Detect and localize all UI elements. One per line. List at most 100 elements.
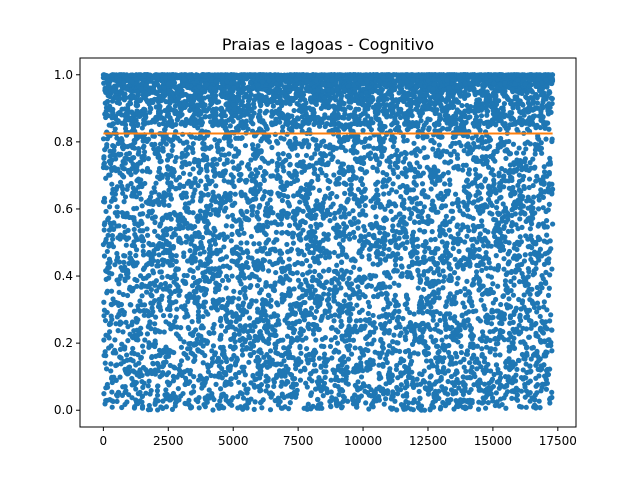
scatter-point xyxy=(252,323,258,330)
scatter-point xyxy=(269,144,275,151)
scatter-point xyxy=(514,392,520,398)
scatter-point xyxy=(265,340,272,346)
scatter-point xyxy=(184,151,190,157)
scatter-point xyxy=(195,398,201,405)
scatter-point xyxy=(531,352,537,358)
scatter-point xyxy=(428,186,434,192)
scatter-point xyxy=(181,339,187,345)
scatter-point xyxy=(360,127,366,134)
scatter-point xyxy=(384,359,390,366)
scatter-point xyxy=(509,175,515,181)
scatter-point xyxy=(238,219,244,226)
scatter-point xyxy=(465,247,471,253)
scatter-point xyxy=(522,394,528,400)
scatter-point xyxy=(547,400,553,406)
scatter-point xyxy=(514,150,520,156)
scatter-point xyxy=(365,310,371,317)
scatter-point xyxy=(334,194,340,200)
scatter-point xyxy=(447,181,453,188)
scatter-point xyxy=(479,329,486,335)
scatter-point xyxy=(473,114,480,120)
scatter-point xyxy=(229,223,235,229)
scatter-point xyxy=(367,135,373,141)
scatter-point xyxy=(363,400,369,406)
scatter-point xyxy=(391,170,397,177)
scatter-point xyxy=(499,401,505,408)
scatter-point xyxy=(362,117,368,123)
scatter-point xyxy=(362,234,368,240)
scatter-point xyxy=(519,224,525,230)
scatter-point xyxy=(279,197,286,204)
scatter-point xyxy=(101,299,107,305)
scatter-point xyxy=(531,194,537,200)
scatter-point xyxy=(320,393,326,399)
scatter-point xyxy=(104,142,110,148)
scatter-point xyxy=(178,344,185,350)
scatter-point xyxy=(478,297,484,303)
scatter-point xyxy=(352,193,358,199)
scatter-point xyxy=(329,190,335,197)
scatter-point xyxy=(409,274,415,281)
scatter-point xyxy=(292,261,298,268)
scatter-point xyxy=(183,375,189,381)
scatter-point xyxy=(353,318,360,324)
scatter-point xyxy=(280,337,286,343)
scatter-point xyxy=(138,196,144,202)
scatter-point xyxy=(223,397,229,403)
scatter-point xyxy=(205,369,212,375)
scatter-point xyxy=(399,264,405,270)
scatter-point xyxy=(476,246,482,253)
scatter-point xyxy=(101,307,108,313)
scatter-point xyxy=(386,176,392,182)
scatter-point xyxy=(166,202,172,209)
scatter-point xyxy=(140,228,146,234)
scatter-point xyxy=(466,171,472,177)
scatter-point xyxy=(101,313,107,319)
scatter-point xyxy=(411,140,417,146)
scatter-point xyxy=(287,291,293,298)
scatter-point xyxy=(265,318,271,324)
scatter-point xyxy=(214,281,220,288)
scatter-point xyxy=(123,319,129,325)
scatter-point xyxy=(120,158,126,165)
scatter-point xyxy=(113,156,119,162)
scatter-point xyxy=(280,124,286,130)
scatter-point xyxy=(173,226,179,232)
scatter-point xyxy=(457,288,463,295)
scatter-point xyxy=(436,142,442,148)
scatter-point xyxy=(536,305,542,311)
scatter-point xyxy=(336,392,342,398)
scatter-point xyxy=(432,127,438,134)
scatter-point xyxy=(355,284,361,290)
scatter-point xyxy=(501,225,507,231)
scatter-point xyxy=(454,222,461,228)
scatter-point xyxy=(390,250,396,257)
scatter-point xyxy=(280,353,286,359)
scatter-point xyxy=(101,337,107,343)
scatter-point xyxy=(172,158,178,165)
scatter-point xyxy=(341,298,347,304)
scatter-point xyxy=(471,382,477,388)
scatter-point xyxy=(513,305,519,311)
scatter-point xyxy=(413,152,419,159)
scatter-point xyxy=(169,234,175,240)
scatter-point xyxy=(399,201,406,207)
scatter-point xyxy=(475,406,482,412)
scatter-point xyxy=(300,272,306,278)
scatter-point xyxy=(135,307,141,313)
scatter-point xyxy=(397,324,403,330)
scatter-point xyxy=(459,102,465,109)
scatter-point xyxy=(295,277,302,283)
scatter-point xyxy=(488,243,494,249)
scatter-point xyxy=(134,122,141,129)
scatter-point xyxy=(290,270,296,277)
scatter-point xyxy=(380,363,386,369)
scatter-point xyxy=(481,381,488,387)
scatter-point xyxy=(214,141,220,147)
scatter-point xyxy=(155,233,161,239)
scatter-point xyxy=(430,317,436,323)
scatter-point xyxy=(426,364,432,370)
scatter-point xyxy=(516,403,523,410)
scatter-point xyxy=(390,181,396,187)
scatter-point xyxy=(278,221,284,227)
